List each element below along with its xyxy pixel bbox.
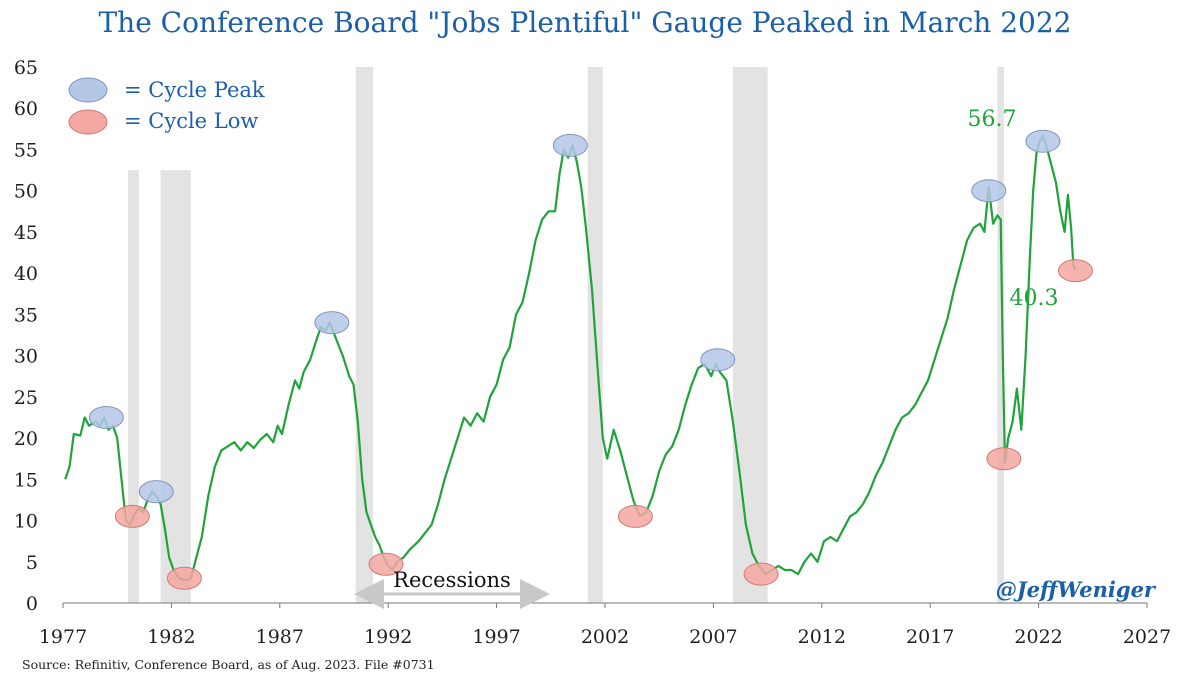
cycle-low-marker [368, 552, 404, 576]
author-handle: @JeffWeniger [996, 577, 1157, 602]
cycle-peak-marker [88, 405, 124, 429]
recession-band [160, 170, 191, 604]
x-tick-label: 2022 [1014, 626, 1062, 648]
cycle-low-marker [114, 504, 150, 528]
y-tick-label: 45 [14, 222, 38, 244]
x-tick-label: 2012 [798, 626, 846, 648]
y-tick-label: 40 [14, 263, 38, 285]
recession-band [128, 170, 139, 604]
latest-value-label: 40.3 [1010, 286, 1059, 311]
y-tick-label: 10 [14, 511, 38, 533]
x-tick-label: 1992 [364, 626, 412, 648]
legend-low-marker [68, 109, 108, 135]
y-tick-label: 55 [14, 139, 38, 161]
x-tick-label: 1977 [39, 626, 87, 648]
legend-peak-marker [68, 77, 108, 103]
cycle-low-marker [1057, 259, 1093, 283]
axes: 1977 1982 1987 1992 1997 2002 2007 2012 2017 2022… [14, 57, 1171, 648]
cycle-markers [88, 129, 1093, 590]
legend-peak-label: = Cycle Peak [124, 78, 265, 102]
cycle-peak-marker [1025, 129, 1061, 153]
cycle-peak-marker [971, 179, 1007, 203]
x-tick-label: 1987 [256, 626, 304, 648]
recessions-label: Recessions [393, 568, 511, 592]
cycle-peak-marker [700, 348, 736, 372]
series-line [64, 134, 1077, 581]
source-note: Source: Refinitiv, Conference Board, as … [22, 657, 435, 672]
legend-low-label: = Cycle Low [124, 109, 258, 133]
cycle-peak-marker [314, 311, 350, 335]
chart-title: The Conference Board "Jobs Plentiful" Ga… [99, 6, 1072, 39]
y-tick-label: 35 [14, 304, 38, 326]
recession-band [732, 67, 768, 603]
x-tick-label: 2027 [1123, 626, 1171, 648]
x-tick-label: 2017 [906, 626, 954, 648]
y-tick-label: 50 [14, 181, 38, 203]
cycle-low-marker [986, 447, 1022, 471]
cycle-peak-marker [138, 480, 174, 504]
cycle-low-marker [743, 562, 779, 586]
y-tick-label: 30 [14, 346, 38, 368]
y-tick-label: 5 [26, 552, 38, 574]
cycle-low-marker [166, 566, 202, 590]
x-tick-label: 2007 [689, 626, 737, 648]
x-tick-label: 1982 [147, 626, 195, 648]
x-tick-label: 1997 [472, 626, 520, 648]
series-line-path [64, 134, 1077, 581]
peak-value-label: 56.7 [968, 107, 1017, 132]
y-tick-label: 15 [14, 469, 38, 491]
legend: = Cycle Peak = Cycle Low [68, 77, 265, 135]
cycle-peak-marker [552, 133, 588, 157]
y-tick-label: 25 [14, 387, 38, 409]
y-tick-label: 65 [14, 57, 38, 79]
x-tick-label: 2002 [581, 626, 629, 648]
cycle-low-marker [617, 504, 653, 528]
y-tick-label: 0 [26, 593, 38, 615]
recession-band [355, 67, 374, 603]
y-tick-label: 60 [14, 98, 38, 120]
recession-band [997, 67, 1004, 603]
y-tick-label: 20 [14, 428, 38, 450]
recessions-annotation: Recessions [354, 568, 550, 609]
